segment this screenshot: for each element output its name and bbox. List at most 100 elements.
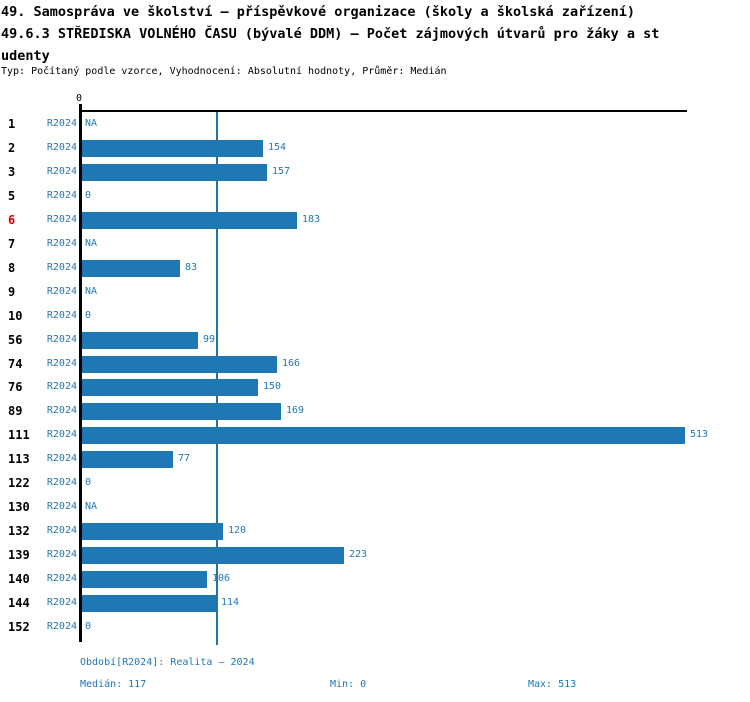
bar-value-label: 513 — [690, 429, 709, 440]
row-period-label: R2024 — [46, 358, 77, 369]
row-period-label: R2024 — [46, 501, 77, 512]
bar-row-152: 152 R2024 0 — [0, 615, 750, 639]
bar-row-111: 111 R2024 513 — [0, 423, 750, 447]
page-title-line-2: 49.6.3 STŘEDISKA VOLNÉHO ČASU (bývalé DD… — [1, 26, 660, 42]
bar-value-label: 166 — [282, 358, 301, 369]
bar-row-140: 140 R2024 106 — [0, 567, 750, 591]
row-category-label: 2 — [8, 141, 16, 155]
bar-row-8: 8 R2024 83 — [0, 256, 750, 280]
row-category-label: 5 — [8, 189, 16, 203]
row-category-label: 113 — [8, 452, 30, 466]
bar-value-label: 120 — [228, 525, 247, 536]
footer-max-stat: Max: 513 — [528, 679, 577, 690]
row-category-label: 3 — [8, 165, 16, 179]
bar — [82, 546, 344, 564]
row-period-label: R2024 — [46, 381, 77, 392]
bar-value-label: 223 — [349, 549, 368, 560]
row-category-label: 152 — [8, 620, 30, 634]
row-category-label: 7 — [8, 237, 16, 251]
bar — [82, 259, 180, 277]
row-period-label: R2024 — [46, 310, 77, 321]
bar — [82, 163, 267, 181]
bar-row-3: 3 R2024 157 — [0, 160, 750, 184]
row-category-label: 122 — [8, 476, 30, 490]
bar-value-label: 0 — [85, 190, 92, 201]
row-period-label: R2024 — [46, 453, 77, 464]
footer-median-stat: Medián: 117 — [80, 679, 147, 690]
x-axis-line — [80, 110, 687, 112]
page-title-line-1: 49. Samospráva ve školství – příspěvkové… — [1, 4, 635, 20]
row-period-label: R2024 — [46, 166, 77, 177]
row-period-label: R2024 — [46, 477, 77, 488]
row-category-label: 132 — [8, 524, 30, 538]
row-period-label: R2024 — [46, 621, 77, 632]
bar — [82, 211, 297, 229]
bar-value-label: 83 — [185, 262, 198, 273]
bar-value-label: NA — [85, 118, 98, 129]
bar-value-label: NA — [85, 501, 98, 512]
footer-min-stat: Min: 0 — [330, 679, 367, 690]
footer-period-label: Období[R2024]: Realita – 2024 — [80, 657, 255, 668]
bar-value-label: 150 — [263, 381, 282, 392]
bar — [82, 594, 216, 612]
bar-row-89: 89 R2024 169 — [0, 399, 750, 423]
bar — [82, 378, 258, 396]
bar-row-6: 6 R2024 183 — [0, 208, 750, 232]
row-category-label: 9 — [8, 285, 16, 299]
bar-value-label: 0 — [85, 310, 92, 321]
row-category-label: 8 — [8, 261, 16, 275]
row-period-label: R2024 — [46, 405, 77, 416]
bar-row-130: 130 R2024 NA — [0, 495, 750, 519]
bar-row-144: 144 R2024 114 — [0, 591, 750, 615]
bar-value-label: 154 — [268, 142, 287, 153]
bar-row-74: 74 R2024 166 — [0, 352, 750, 376]
bar-row-7: 7 R2024 NA — [0, 232, 750, 256]
bar-row-132: 132 R2024 120 — [0, 519, 750, 543]
bar — [82, 450, 173, 468]
row-period-label: R2024 — [46, 525, 77, 536]
bar-row-113: 113 R2024 77 — [0, 447, 750, 471]
bar-value-label: 0 — [85, 477, 92, 488]
page-title-line-3: udenty — [1, 48, 50, 64]
row-period-label: R2024 — [46, 597, 77, 608]
bar — [82, 139, 263, 157]
bar-value-label: 99 — [203, 334, 216, 345]
row-category-label: 76 — [8, 380, 23, 394]
bar-value-label: 183 — [302, 214, 321, 225]
bar — [82, 402, 281, 420]
row-category-label: 6 — [8, 213, 16, 227]
row-period-label: R2024 — [46, 142, 77, 153]
bar-value-label: 77 — [178, 453, 191, 464]
row-category-label: 140 — [8, 572, 30, 586]
bar-value-label: 0 — [85, 621, 92, 632]
row-category-label: 89 — [8, 404, 23, 418]
row-period-label: R2024 — [46, 262, 77, 273]
bar-chart: 1 R2024 NA 2 R2024 154 3 R2024 157 5 R2024 0 6 R2024 1… — [0, 112, 750, 642]
bar-value-label: NA — [85, 238, 98, 249]
bar-row-5: 5 R2024 0 — [0, 184, 750, 208]
bar — [82, 522, 223, 540]
bar-value-label: 157 — [272, 166, 291, 177]
bar-row-56: 56 R2024 99 — [0, 328, 750, 352]
x-axis-zero-tick-label: 0 — [76, 93, 83, 104]
y-axis-line — [79, 104, 82, 642]
row-category-label: 111 — [8, 428, 30, 442]
row-period-label: R2024 — [46, 334, 77, 345]
bar-value-label: 106 — [212, 573, 231, 584]
bar-value-label: 114 — [221, 597, 240, 608]
bar-value-label: NA — [85, 286, 98, 297]
row-period-label: R2024 — [46, 429, 77, 440]
row-period-label: R2024 — [46, 549, 77, 560]
bar-row-139: 139 R2024 223 — [0, 543, 750, 567]
row-period-label: R2024 — [46, 286, 77, 297]
bar — [82, 355, 277, 373]
row-category-label: 139 — [8, 548, 30, 562]
bar — [82, 570, 207, 588]
row-category-label: 130 — [8, 500, 30, 514]
row-period-label: R2024 — [46, 118, 77, 129]
bar-row-76: 76 R2024 150 — [0, 375, 750, 399]
bar-row-1: 1 R2024 NA — [0, 112, 750, 136]
chart-meta-line: Typ: Počítaný podle vzorce, Vyhodnocení:… — [1, 66, 447, 77]
bar-value-label: 169 — [286, 405, 305, 416]
